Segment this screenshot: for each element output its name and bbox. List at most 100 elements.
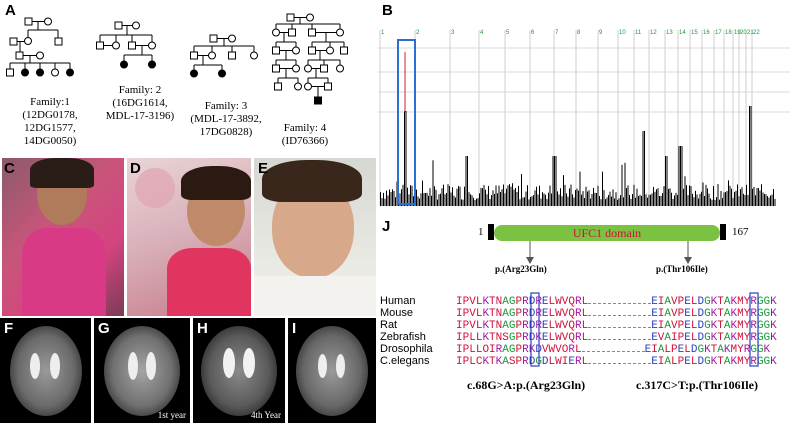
homozygosity-plot: 1 2 3 4 5 6 7 8 9 10 11 12 13 14 15 16 17 18 19 20 21 22 [378,20,790,210]
chromosome-label: 10 [619,30,626,36]
sequence-segment: EIALPELDGKTAKMYRGGK [644,344,771,356]
panel-label-h: H [197,320,208,337]
patient-photo-c [2,158,124,316]
dna-variant-1: c.68G>A:p.(Arg23Gln) [467,378,586,392]
chromosome-dividers [379,30,753,206]
sequence-segment: EIAVPELDGKTAKMYRGGK [651,296,777,308]
chromosome-label: 3 [451,30,455,36]
chromosome-label: 17 [715,30,722,36]
alignment-gap [588,333,652,340]
family-4-id-line: (ID76366) [281,135,329,147]
dna-variant-2: c.317C>T:p.(Thr106Ile) [636,378,758,392]
species-name: Drosophila [380,343,433,355]
alignment-row: Mouse IPVLKTNAGPRDRELWVQRL EIAVPELDGKTAKMY… [380,307,777,320]
mri-h-age-label: 4th Year [250,410,281,420]
chromosome-label: 14 [679,30,686,36]
sequence-segment: IPLLKTNSGPRDKELWVQRL [456,332,589,344]
chromosome-label: 20 [740,30,747,36]
chromosome-label: 4 [480,30,484,36]
sequence-segment: IPVLKTNAGPRDRELWVQRL [456,296,589,308]
chromosome-label: 18 [725,30,732,36]
alignment-gap [588,357,652,364]
species-name: C.elegans [380,355,430,367]
sequence-segment: IPLCKTKASPRDGDLWIERL [456,356,589,368]
sequence-segment: IPVLKTNAGPRDRELWVQRL [456,308,589,320]
mri-g-age-label: 1st year [157,410,186,420]
species-name: Mouse [380,307,414,319]
protein-start-cap [488,224,494,240]
sequence-segment: EVAIPELDGKTAKMYRGGK [651,332,777,344]
mri-image-f [0,318,91,423]
family-1-id-line: (12DG0178, [22,109,78,121]
family-1-title: Family:1 [30,96,70,108]
variant-1-label: p.(Arg23Gln) [495,264,547,274]
alignment-gap [588,309,652,316]
panel-label-j: J [382,218,391,235]
arg23-column-box [530,292,540,367]
alignment-row: C.elegans IPLCKTKASPRDGDLWIERL EIALPELDGKT… [380,355,777,368]
mri-image-g: 1st year [94,318,190,423]
chromosome-label: 22 [753,30,760,36]
chromosome-label: 1 [381,30,385,36]
patient-photo-d [127,158,251,316]
alignment-row: Zebrafish IPLLKTNSGPRDKELWVQRL EVAIPELDGKT… [380,331,777,344]
chromosome-label: 7 [555,30,559,36]
alignment-row: Human IPVLKTNAGPRDRELWVQRL EIAVPELDGKTAKMY… [380,295,777,308]
mri-image-h: 4th Year [193,318,285,423]
variant-2-label: p.(Thr106Ile) [656,264,708,274]
family-3-id-line: 17DG0828) [199,126,253,138]
panel-label-d: D [130,160,141,177]
chromosome-label: 21 [747,30,754,36]
panel-label-b: B [382,2,393,19]
panel-label-e: E [258,160,269,177]
chromosome-label: 15 [691,30,698,36]
species-name: Human [380,295,416,307]
protein-end-cap [720,224,726,240]
chromosome-label: 11 [635,30,642,36]
chr1-highlight-box [397,39,416,205]
mri-image-i [288,318,376,423]
sequence-segment: EIAVPELDGKTAKMYRGGK [651,320,777,332]
chromosome-label: 9 [599,30,603,36]
chromosome-label: 19 [734,30,741,36]
species-name: Zebrafish [380,331,426,343]
variant-arrows [526,241,692,264]
sequence-segment: EIAVPELDGKTAKMYRGGK [651,308,777,320]
chromosome-label: 13 [666,30,673,36]
alignment-gap [581,345,645,352]
panel-label-a: A [5,2,16,19]
family-1-id-line: 14DG0050) [23,135,77,147]
ufc1-domain-label: UFC1 domain [572,226,642,240]
family-2-title: Family: 2 [118,84,162,96]
family-2-id-line: (16DG1614, [112,97,168,109]
alignment-highlight-boxes [530,292,759,367]
plot-gridlines [378,47,790,113]
panel-label-c: C [4,160,15,177]
protein-start-label: 1 [478,226,484,238]
homozygosity-signal [380,106,776,206]
family-3-caption: Family: 3 (MDL-17-3892, 17DG0828) [185,100,267,139]
panel-label-i: I [292,320,297,337]
chromosome-label: 2 [416,30,420,36]
pedigree-charts [6,13,348,105]
alignment-gap [588,297,652,304]
family-2-caption: Family: 2 (16DG1614, MDL-17-3196) [100,84,180,123]
thr106-column-box [749,292,759,367]
family-2-id-line: MDL-17-3196) [105,110,175,122]
chromosome-label: 12 [650,30,657,36]
ufc1-domain-bar [494,225,720,241]
chromosome-label: 8 [577,30,581,36]
species-name: Rat [380,319,398,331]
chromosome-label: 16 [703,30,710,36]
family-3-title: Family: 3 [204,100,248,112]
chromosome-label: 6 [531,30,535,36]
chromosome-labels: 1 2 3 4 5 6 7 8 9 10 11 12 13 14 15 16 17 18 19 20 21 22 [381,30,760,36]
family-3-id-line: (MDL-17-3892, [190,113,262,125]
family-4-caption: Family: 4 (ID76366) [270,122,340,148]
panel-label-g: G [98,320,110,337]
patient-photo-e [254,158,376,316]
alignment-gap [588,321,652,328]
chromosome-label: 5 [506,30,510,36]
family-4-title: Family: 4 [283,122,327,134]
family-1-caption: Family:1 (12DG0178, 12DG1577, 14DG0050) [10,96,90,148]
